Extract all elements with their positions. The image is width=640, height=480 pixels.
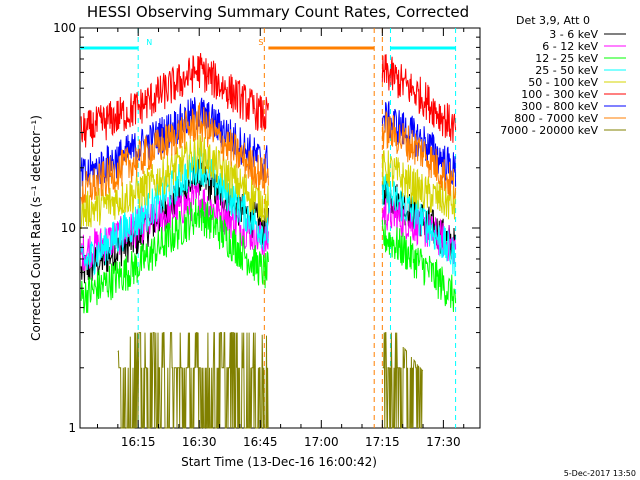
legend-label: 25 - 50 keV <box>535 64 598 77</box>
x-tick-label: 16:15 <box>121 435 156 449</box>
y-tick-label: 100 <box>53 21 76 35</box>
y-tick-label: 10 <box>61 221 76 235</box>
legend-label: 12 - 25 keV <box>535 52 598 65</box>
chart-title: HESSI Observing Summary Count Rates, Cor… <box>87 3 469 21</box>
legend-label: 800 - 7000 keV <box>514 112 598 125</box>
x-tick-label: 17:15 <box>365 435 400 449</box>
series-trace <box>117 332 424 429</box>
x-tick-label: 16:30 <box>182 435 217 449</box>
legend-label: 7000 - 20000 keV <box>500 124 598 137</box>
series-trace <box>80 102 457 205</box>
x-axis: 16:15 16:30 16:45 17:00 17:15 17:30 <box>96 28 465 449</box>
x-axis-label: Start Time (13-Dec-16 16:00:42) <box>181 455 377 469</box>
legend-label: 100 - 300 keV <box>521 88 598 101</box>
legend-label: 50 - 100 keV <box>528 76 598 89</box>
series-trace <box>80 52 457 148</box>
x-tick-label: 16:45 <box>243 435 278 449</box>
footer-timestamp: 5-Dec-2017 13:50 <box>564 469 636 478</box>
legend-label: 3 - 6 keV <box>549 28 598 41</box>
y-tick-label: 1 <box>68 421 76 435</box>
y-axis: 1 10 100 <box>53 21 480 435</box>
series-trace <box>80 147 457 277</box>
series-trace <box>80 198 457 314</box>
x-tick-label: 17:30 <box>426 435 461 449</box>
legend-label: 300 - 800 keV <box>521 100 598 113</box>
y-axis-label: Corrected Count Rate (s⁻¹ detector⁻¹) <box>29 115 43 341</box>
flag-label: S <box>258 38 263 47</box>
flag-label: N <box>146 38 152 47</box>
series-trace <box>80 134 457 230</box>
x-tick-label: 17:00 <box>304 435 339 449</box>
series-layer <box>80 52 457 429</box>
legend-title: Det 3,9, Att 0 <box>516 14 590 27</box>
legend-label: 6 - 12 keV <box>542 40 598 53</box>
